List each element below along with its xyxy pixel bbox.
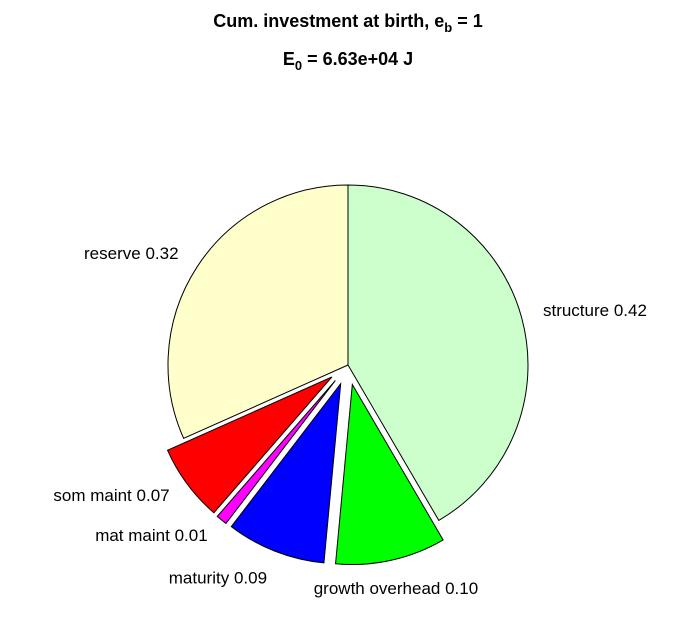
- pie-slice: [230, 381, 342, 564]
- subtitle-subscript: 0: [295, 58, 302, 73]
- pie-slice: [347, 184, 529, 522]
- slice-label: mat maint 0.01: [95, 527, 207, 546]
- slice-name: maturity: [169, 569, 230, 588]
- title-subscript: b: [444, 20, 452, 35]
- slice-label: reserve 0.32: [84, 245, 179, 264]
- slice-value: 0.07: [137, 487, 170, 506]
- slice-value: 0.01: [175, 527, 208, 546]
- slice-value: 0.09: [234, 569, 267, 588]
- slice-name: growth overhead: [314, 579, 441, 598]
- slice-value: 0.10: [445, 579, 478, 598]
- title-text: Cum. investment at birth, e: [213, 11, 444, 31]
- slice-value: 0.32: [145, 245, 178, 264]
- pie-slice: [216, 380, 336, 525]
- slice-value: 0.42: [614, 302, 647, 321]
- slice-name: mat maint: [95, 527, 170, 546]
- slice-label: maturity 0.09: [169, 569, 267, 588]
- chart-title: Cum. investment at birth, eb = 1: [213, 11, 483, 36]
- slice-label: som maint 0.07: [53, 487, 169, 506]
- chart-subtitle: E0 = 6.63e+04 J: [283, 49, 413, 74]
- slice-name: som maint: [53, 487, 132, 506]
- title-text: = 1: [452, 11, 483, 31]
- slice-name: reserve: [84, 245, 141, 264]
- pie-slice: [166, 376, 333, 514]
- pie-slice: [335, 382, 444, 565]
- subtitle-text: E: [283, 49, 295, 69]
- slice-label: structure 0.42: [543, 302, 647, 321]
- subtitle-text: = 6.63e+04 J: [302, 49, 413, 69]
- slice-name: structure: [543, 302, 609, 321]
- slice-label: growth overhead 0.10: [314, 579, 478, 598]
- pie-slice: [167, 184, 349, 440]
